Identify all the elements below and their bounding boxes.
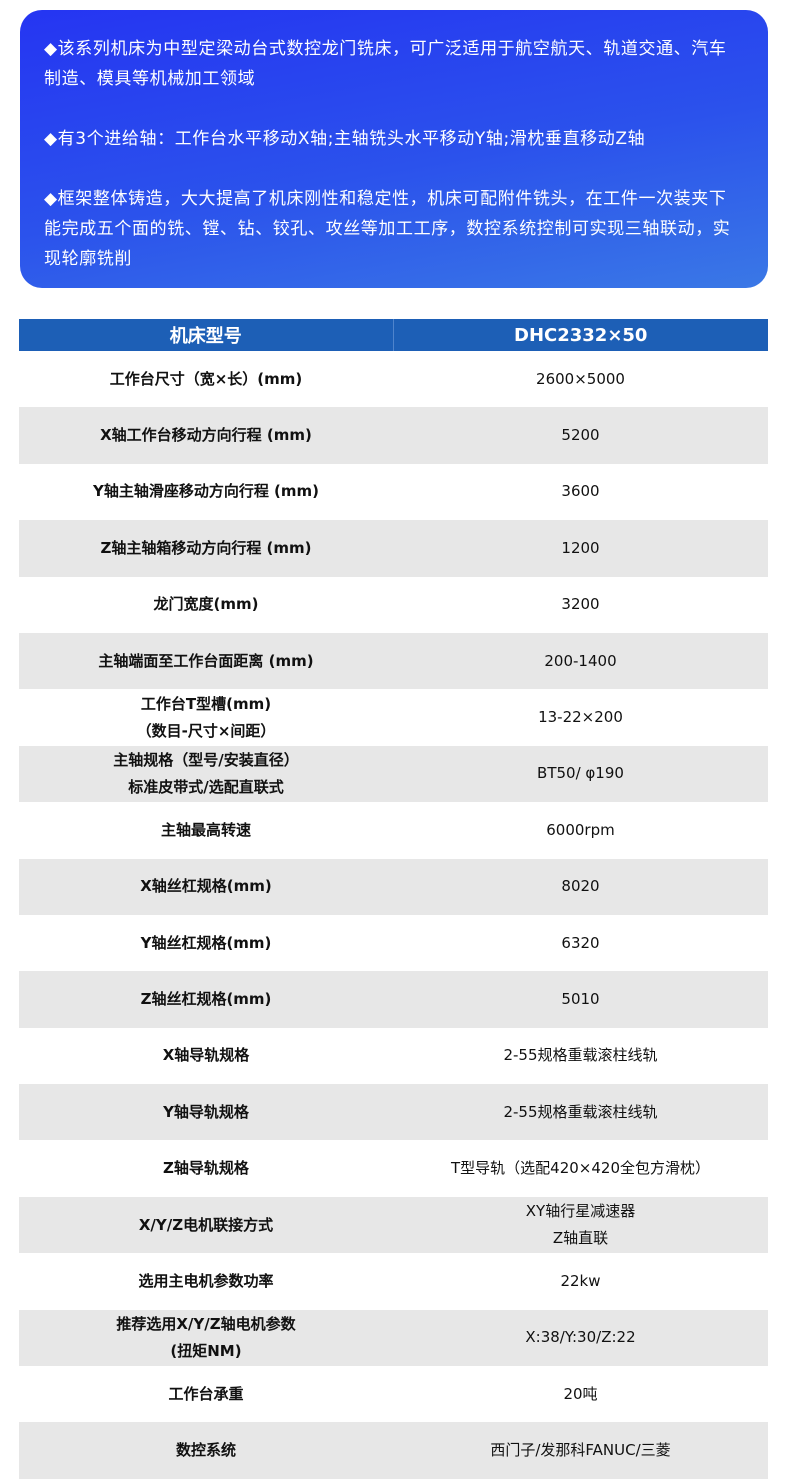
spec-value: 5010 xyxy=(393,971,768,1028)
spec-label: X/Y/Z电机联接方式 xyxy=(19,1196,393,1254)
spec-value: 8020 xyxy=(393,858,768,915)
spec-label: 工作台T型槽(mm) （数目-尺寸×间距） xyxy=(136,694,276,740)
header-cell: DHC2332×50 xyxy=(392,319,768,351)
spec-label: Z轴导轨规格 xyxy=(163,1159,249,1178)
table-row: X/Y/Z电机联接方式 XY轴行星减速器 Z轴直联 xyxy=(19,1196,768,1254)
table-row: Z轴导轨规格 T型导轨（选配420×420全包方滑枕） xyxy=(19,1140,768,1196)
spec-value: 2-55规格重载滚柱线轨 xyxy=(503,1046,658,1065)
spec-value: 22kw xyxy=(560,1271,601,1290)
spec-label: 工作台尺寸（宽×长）(mm) xyxy=(109,369,303,388)
spec-value: 3200 xyxy=(561,595,600,614)
spec-label: Y轴导轨规格 xyxy=(19,1084,393,1141)
table-row: X轴导轨规格 2-55规格重载滚柱线轨 xyxy=(19,1028,768,1084)
spec-value: 200-1400 xyxy=(393,632,768,690)
table-row: 主轴端面至工作台面距离 (mm) 200-1400 xyxy=(19,632,768,690)
table-row: Z轴丝杠规格(mm) 5010 xyxy=(19,971,768,1028)
spec-value: 6000rpm xyxy=(546,820,615,839)
table-row: 选用主电机参数功率 22kw xyxy=(19,1253,768,1309)
spec-label: 主轴端面至工作台面距离 (mm) xyxy=(19,632,393,690)
spec-label: 推荐选用X/Y/Z轴电机参数 (扭矩NM) xyxy=(19,1309,393,1367)
spec-value: 6320 xyxy=(561,933,600,952)
table-row: 主轴规格（型号/安装直径） 标准皮带式/选配直联式 BT50/ φ190 xyxy=(19,745,768,803)
spec-label: 选用主电机参数功率 xyxy=(138,1271,274,1290)
spec-value: XY轴行星减速器 Z轴直联 xyxy=(393,1196,768,1254)
intro-paragraph: ◆该系列机床为中型定梁动台式数控龙门铣床，可广泛适用于航空航天、轨道交通、汽车制… xyxy=(44,39,727,89)
spec-value: 3600 xyxy=(561,482,600,501)
spec-label: 主轴规格（型号/安装直径） 标准皮带式/选配直联式 xyxy=(19,745,393,803)
spec-label: 龙门宽度(mm) xyxy=(153,595,259,614)
table-row: Y轴主轴滑座移动方向行程 (mm) 3600 xyxy=(19,464,768,520)
spec-value: 2-55规格重载滚柱线轨 xyxy=(393,1084,768,1141)
spec-label: 数控系统 xyxy=(19,1422,393,1479)
intro-paragraph: ◆有3个进给轴：工作台水平移动X轴;主轴铣头水平移动Y轴;滑枕垂直移动Z轴 xyxy=(44,129,646,149)
table-row: 数控系统 西门子/发那科FANUC/三菱 xyxy=(19,1422,768,1479)
table-row: 工作台尺寸（宽×长）(mm) 2600×5000 xyxy=(19,351,768,407)
spec-value: X:38/Y:30/Z:22 xyxy=(393,1309,768,1367)
header-cell: 机床型号 xyxy=(19,319,393,351)
table-row: Y轴丝杠规格(mm) 6320 xyxy=(19,915,768,971)
spec-value: T型导轨（选配420×420全包方滑枕） xyxy=(451,1159,710,1178)
table-row: 龙门宽度(mm) 3200 xyxy=(19,577,768,633)
spec-value: 西门子/发那科FANUC/三菱 xyxy=(393,1422,768,1479)
table-row: Y轴导轨规格 2-55规格重载滚柱线轨 xyxy=(19,1084,768,1141)
spec-value: 2600×5000 xyxy=(536,369,625,388)
spec-label: Z轴丝杠规格(mm) xyxy=(19,971,393,1028)
table-row: Z轴主轴箱移动方向行程 (mm) 1200 xyxy=(19,520,768,577)
spec-label: X轴工作台移动方向行程 (mm) xyxy=(19,407,393,464)
table-row: 推荐选用X/Y/Z轴电机参数 (扭矩NM) X:38/Y:30/Z:22 xyxy=(19,1309,768,1367)
intro-box: ◆该系列机床为中型定梁动台式数控龙门铣床，可广泛适用于航空航天、轨道交通、汽车制… xyxy=(20,10,768,288)
table-row: X轴工作台移动方向行程 (mm) 5200 xyxy=(19,407,768,464)
spec-label: X轴导轨规格 xyxy=(162,1046,250,1065)
table-row: 主轴最高转速 6000rpm xyxy=(19,802,768,858)
intro-paragraph: ◆框架整体铸造，大大提高了机床刚性和稳定性，机床可配附件铣头，在工件一次装夹下能… xyxy=(44,189,731,269)
spec-label: X轴丝杠规格(mm) xyxy=(19,858,393,915)
spec-label: Y轴丝杠规格(mm) xyxy=(140,933,272,952)
spec-value: 5200 xyxy=(393,407,768,464)
table-row: 工作台T型槽(mm) （数目-尺寸×间距） 13-22×200 xyxy=(19,689,768,745)
spec-value: 13-22×200 xyxy=(538,708,623,727)
spec-value: 20吨 xyxy=(563,1384,598,1403)
spec-label: 主轴最高转速 xyxy=(160,820,251,839)
spec-value: 1200 xyxy=(393,520,768,577)
spec-table: 机床型号 DHC2332×50 工作台尺寸（宽×长）(mm) 2600×5000 X… xyxy=(19,319,768,1479)
table-row: 工作台承重 20吨 xyxy=(19,1366,768,1422)
spec-label: Z轴主轴箱移动方向行程 (mm) xyxy=(19,520,393,577)
header-row: 机床型号 DHC2332×50 xyxy=(19,319,768,351)
table-row: X轴丝杠规格(mm) 8020 xyxy=(19,858,768,915)
spec-label: Y轴主轴滑座移动方向行程 (mm) xyxy=(92,482,320,501)
spec-value: BT50/ φ190 xyxy=(393,745,768,803)
spec-label: 工作台承重 xyxy=(168,1384,244,1403)
